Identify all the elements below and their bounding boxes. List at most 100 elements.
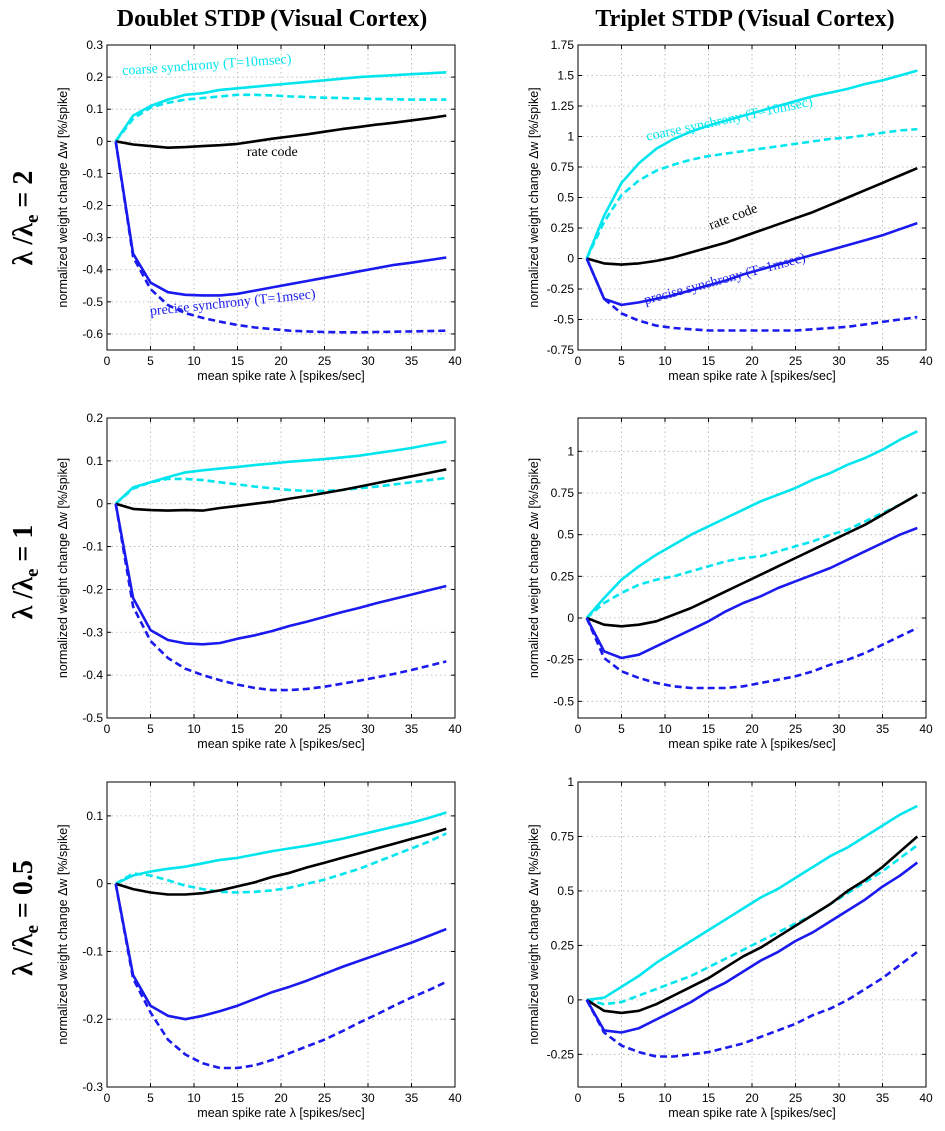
y-tick-label: -0.4 (82, 263, 103, 277)
series-line-coarse-synchrony-dashed (115, 832, 447, 894)
y-tick-label: 0.1 (86, 102, 103, 116)
y-tick-label: -0.2 (82, 1012, 103, 1026)
x-tick-label: 5 (618, 1091, 625, 1105)
x-tick-label: 30 (361, 354, 375, 368)
y-tick-label: 0 (96, 497, 103, 511)
x-tick-label: 25 (789, 354, 803, 368)
y-tick-label: 1 (567, 444, 574, 458)
x-tick-label: 40 (448, 722, 462, 736)
series-line-rate-code (586, 835, 919, 1015)
x-tick-label: 35 (405, 354, 419, 368)
y-tick-label: -0.2 (82, 582, 103, 596)
y-tick-label: 0.5 (557, 191, 574, 205)
series-line-coarse-synchrony-dashed (585, 493, 918, 619)
x-tick-label: 40 (919, 354, 933, 368)
series-line-coarse-synchrony-dashed (114, 93, 447, 143)
annotation-cyan: coarse synchrony (T=10msec) (645, 95, 814, 145)
x-tick-label: 40 (448, 1091, 462, 1105)
x-tick-label: 15 (231, 722, 245, 736)
x-tick-label: 0 (104, 722, 111, 736)
series-line-coarse-synchrony-solid (115, 811, 447, 885)
y-tick-label: -0.25 (547, 282, 575, 296)
x-tick-label: 30 (832, 722, 846, 736)
annotation-black: rate code (247, 145, 298, 160)
y-tick-label: 0.5 (557, 884, 574, 898)
series-line-precise-synchrony-dashed (114, 141, 447, 334)
x-tick-label: 20 (745, 1091, 759, 1105)
series-line-coarse-synchrony-solid (114, 71, 447, 143)
y-tick-label: 0.3 (86, 38, 103, 52)
x-tick-label: 25 (789, 722, 803, 736)
series-line-precise-synchrony-dashed (585, 257, 918, 332)
y-tick-label: 0 (567, 993, 574, 1007)
x-tick-label: 5 (147, 354, 154, 368)
y-tick-label: -0.4 (82, 668, 103, 682)
x-tick-label: 0 (575, 1091, 582, 1105)
x-tick-label: 0 (104, 1091, 111, 1105)
series-line-rate-code (586, 167, 918, 266)
series-line-precise-synchrony-solid (585, 526, 918, 660)
x-tick-label: 20 (745, 354, 759, 368)
annotation-black: rate code (707, 201, 760, 233)
series-line-rate-code (586, 493, 918, 628)
y-tick-label: -0.75 (547, 343, 575, 357)
x-tick-label: 5 (618, 354, 625, 368)
y-tick-label: 0.2 (86, 411, 103, 425)
x-tick-label: 15 (231, 1091, 245, 1105)
y-tick-label: 0.75 (551, 486, 575, 500)
x-tick-label: 0 (575, 354, 582, 368)
x-tick-label: 15 (702, 354, 716, 368)
y-axis-label: normalized weight change Δw [%/spike] (527, 87, 541, 307)
series-line-precise-synchrony-dashed (585, 950, 919, 1058)
series-line-rate-code (115, 827, 447, 896)
y-tick-label: -0.25 (547, 1047, 575, 1061)
y-tick-label: 0.75 (551, 829, 575, 843)
series-line-precise-synchrony-solid (585, 221, 918, 307)
y-tick-label: 0.2 (86, 70, 103, 84)
y-tick-label: -0.3 (82, 1080, 103, 1094)
x-tick-label: 15 (702, 722, 716, 736)
x-tick-label: 0 (575, 722, 582, 736)
x-tick-label: 25 (318, 1091, 332, 1105)
row-label-ratio-1: λ /λe = 1 (8, 525, 43, 620)
x-tick-label: 10 (658, 722, 672, 736)
x-axis-label: mean spike rate λ [spikes/sec] (197, 1106, 364, 1120)
x-tick-label: 10 (187, 722, 201, 736)
y-axis-label: normalized weight change Δw [%/spike] (56, 458, 70, 678)
x-axis-label: mean spike rate λ [spikes/sec] (668, 1106, 835, 1120)
series-line-precise-synchrony-dashed (585, 617, 918, 690)
x-tick-label: 10 (658, 1091, 672, 1105)
x-tick-label: 25 (318, 354, 332, 368)
annotation-cyan: coarse synchrony (T=10msec) (122, 52, 293, 79)
series-line-precise-synchrony-dashed (114, 503, 447, 692)
x-tick-label: 10 (187, 354, 201, 368)
x-tick-label: 25 (318, 722, 332, 736)
y-tick-label: 0.1 (86, 454, 103, 468)
x-tick-label: 30 (832, 354, 846, 368)
x-tick-label: 0 (104, 354, 111, 368)
row-label-ratio-0.5: λ /λe = 0.5 (8, 860, 43, 976)
series-line-rate-code (115, 114, 447, 149)
series-line-coarse-synchrony-dashed (586, 844, 919, 1006)
y-tick-label: 1.5 (557, 69, 574, 83)
x-tick-label: 15 (231, 354, 245, 368)
series-line-precise-synchrony-solid (114, 883, 447, 1021)
x-tick-label: 5 (618, 722, 625, 736)
chart-panel-doublet-ratio-2: 0 5 10 15 20 25 30 35 40 -0.6 -0.5 -0.4 -0.3 -0.2 -0.1… (56, 38, 462, 383)
series-line-precise-synchrony-dashed (114, 883, 447, 1070)
x-tick-label: 20 (274, 1091, 288, 1105)
y-tick-label: -0.5 (553, 313, 574, 327)
series-line-rate-code (115, 468, 447, 512)
column-title-doublet: Doublet STDP (Visual Cortex) (117, 6, 427, 32)
series-line-precise-synchrony-solid (114, 503, 447, 646)
x-tick-label: 15 (702, 1091, 716, 1105)
y-tick-label: -0.5 (82, 295, 103, 309)
y-tick-label: -0.1 (82, 944, 103, 958)
panels: 0 5 10 15 20 25 30 35 40-0.6-0.5-0.4-0.3-0.2-0.1… (56, 38, 933, 1120)
x-tick-label: 40 (919, 1091, 933, 1105)
annotation-blue: precise synchrony (T=1msec) (149, 287, 316, 319)
x-axis-label: mean spike rate λ [spikes/sec] (197, 369, 364, 383)
x-tick-label: 20 (274, 354, 288, 368)
y-tick-label: 0 (567, 252, 574, 266)
